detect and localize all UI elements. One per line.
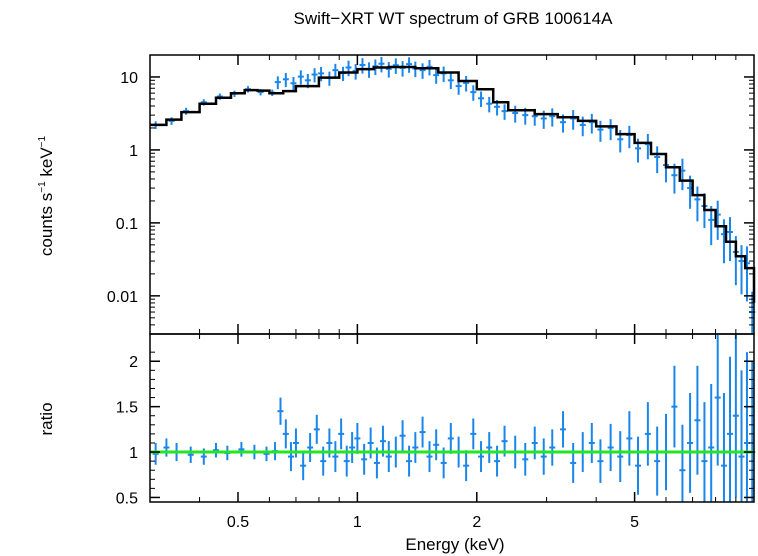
ratio-y-ticks: 2 1.5 1 0.5 [116, 351, 754, 507]
spectrum-y-ticks: 10 1 0.1 0.01 [107, 54, 754, 335]
x-tick-label: 2 [472, 514, 481, 531]
x-axis-label: Energy (keV) [405, 535, 504, 554]
y-tick-label: 1 [129, 143, 138, 160]
y-tick-label: 0.5 [116, 490, 138, 507]
y-tick-label: 1.5 [116, 400, 138, 417]
ratio-x-ticks: 0.5 1 2 5 [149, 334, 737, 531]
y-tick-label: 10 [120, 70, 138, 87]
y-tick-label: 0.01 [107, 289, 138, 306]
y-tick-label: 0.1 [116, 216, 138, 233]
ratio-y-axis-label: ratio [37, 402, 56, 435]
ratio-data-layer [152, 334, 756, 502]
ratio-plot-frame [149, 333, 755, 503]
model-step-line [150, 65, 756, 303]
chart-title: Swift−XRT WT spectrum of GRB 100614A [294, 9, 614, 28]
y-tick-label: 1 [129, 445, 138, 462]
x-tick-label: 1 [353, 514, 362, 531]
spectrum-data-layer [152, 56, 756, 334]
spectrum-y-axis-label: counts s−1 keV−1 [37, 135, 56, 256]
spectrum-model-layer [150, 65, 756, 303]
x-tick-label: 5 [630, 514, 639, 531]
spectrum-plot-frame [149, 54, 755, 335]
x-tick-label: 0.5 [227, 514, 249, 531]
spectrum-x-ticks [149, 55, 737, 334]
y-tick-label: 2 [129, 354, 138, 371]
